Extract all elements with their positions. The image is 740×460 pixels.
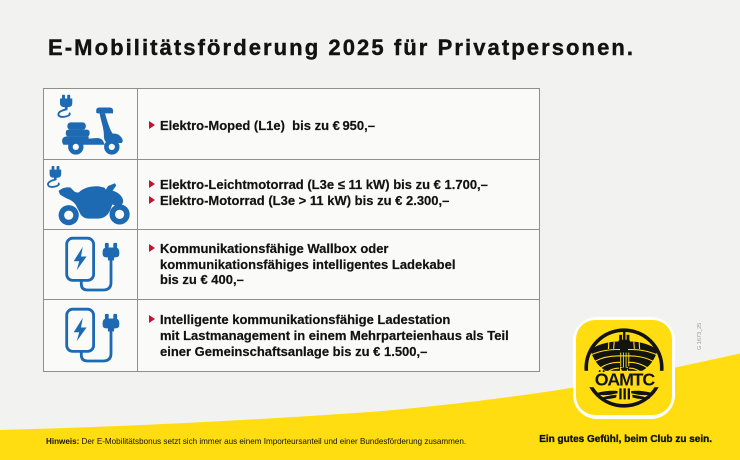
svg-text:ÖAMTC: ÖAMTC (595, 369, 656, 389)
